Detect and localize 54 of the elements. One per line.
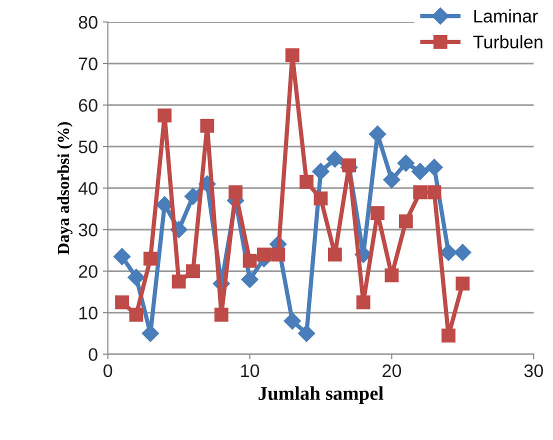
point bbox=[285, 48, 300, 62]
x-axis-title: Jumlah sampel bbox=[258, 386, 384, 404]
point bbox=[370, 206, 384, 220]
y-tick-label: 0 bbox=[88, 348, 98, 361]
y-tick-label: 10 bbox=[79, 306, 98, 320]
x-tick-label: 10 bbox=[241, 364, 260, 378]
point bbox=[284, 312, 301, 330]
point bbox=[143, 252, 158, 266]
point bbox=[200, 118, 214, 133]
y-tick-label: 20 bbox=[78, 265, 98, 278]
point bbox=[271, 248, 286, 262]
point bbox=[427, 185, 442, 200]
legend-label: Laminar bbox=[474, 9, 538, 23]
point bbox=[384, 268, 399, 282]
x-tick-label: 20 bbox=[382, 364, 402, 378]
legend-label: Turbulen bbox=[473, 35, 542, 48]
point bbox=[412, 162, 429, 180]
y-tick-label: 50 bbox=[78, 140, 98, 154]
point bbox=[413, 185, 428, 200]
point bbox=[312, 162, 330, 180]
x-tick-label: 0 bbox=[104, 364, 112, 378]
point bbox=[214, 308, 228, 322]
point bbox=[328, 248, 342, 262]
point bbox=[242, 254, 257, 268]
point bbox=[456, 276, 470, 291]
y-tick-label: 30 bbox=[78, 224, 98, 236]
point bbox=[442, 328, 456, 342]
y-tick-label: 60 bbox=[78, 98, 98, 112]
point bbox=[257, 248, 271, 262]
point bbox=[426, 158, 443, 176]
x-tick-label: 30 bbox=[524, 364, 543, 378]
point bbox=[113, 248, 131, 266]
point bbox=[314, 192, 328, 206]
point bbox=[228, 185, 243, 200]
point bbox=[454, 244, 472, 262]
point bbox=[300, 174, 314, 189]
point bbox=[172, 274, 186, 288]
point bbox=[398, 214, 413, 228]
y-tick-label: 40 bbox=[78, 182, 98, 195]
point bbox=[241, 270, 258, 288]
y-tick-label: 70 bbox=[78, 57, 98, 70]
point bbox=[128, 268, 145, 286]
point bbox=[383, 171, 400, 188]
point bbox=[186, 264, 200, 278]
y-axis-title: Daya adsorbsi (%) bbox=[57, 122, 72, 254]
point bbox=[326, 150, 344, 168]
point bbox=[298, 324, 316, 342]
point bbox=[158, 108, 172, 122]
point bbox=[115, 295, 129, 310]
point bbox=[356, 295, 370, 310]
point bbox=[397, 154, 414, 172]
y-tick-label: 80 bbox=[78, 16, 98, 29]
point bbox=[129, 308, 144, 322]
point bbox=[342, 158, 356, 172]
